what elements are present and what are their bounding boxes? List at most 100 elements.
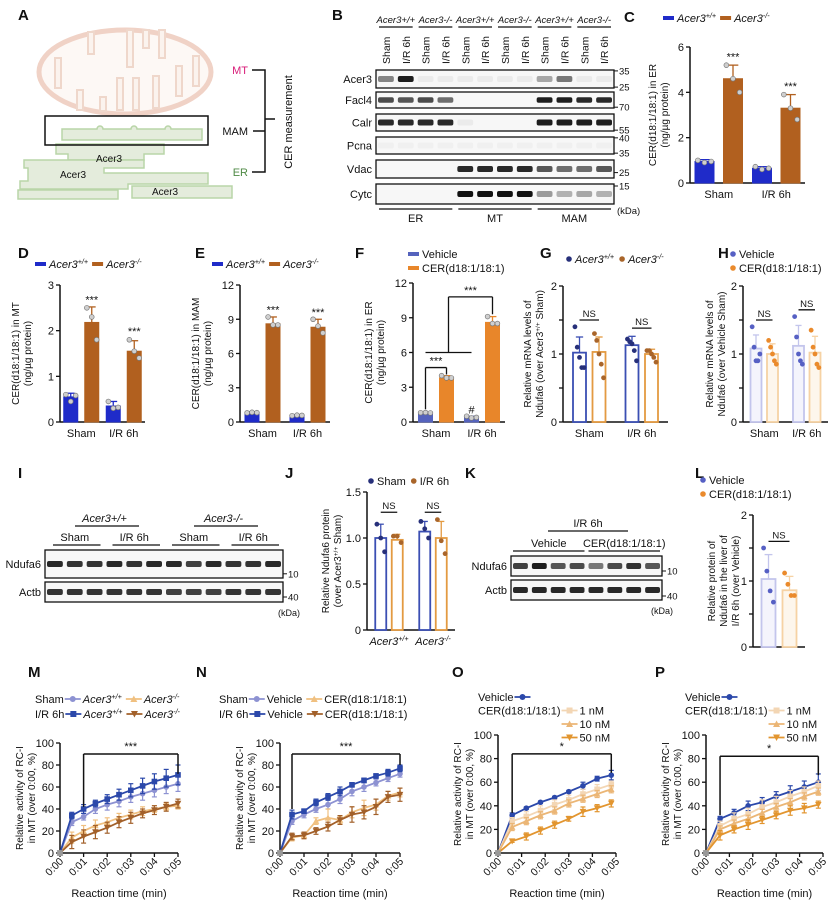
marker-square (361, 777, 367, 784)
y-tick-label: 1 (551, 349, 557, 361)
y-tick-label: 6 (678, 42, 684, 54)
x-tick-label: 0:02 (311, 856, 334, 879)
marker-square (537, 807, 544, 814)
blot-strip (510, 555, 663, 577)
fraction-label: MAM (561, 213, 587, 225)
blot-band (588, 563, 604, 569)
lane-label: Sham (500, 36, 512, 64)
data-point (653, 359, 659, 365)
data-point (723, 62, 730, 68)
significance-label: *** (124, 741, 138, 753)
blot-band (417, 76, 434, 82)
data-point (422, 526, 428, 532)
western-blot-I: Ndufa6 10 Actb 40 Acer3+/+ Acer3-/- Sham I/R 6h… (6, 513, 300, 618)
x-tick-label: 0:03 (335, 856, 358, 879)
x-tick-label: 0:01 (713, 856, 736, 879)
x-tick-label: Sham (575, 428, 604, 440)
x-tick-label: 0:03 (114, 856, 137, 879)
marker-square (385, 769, 391, 776)
legend-label: 1 nM (787, 706, 811, 718)
blot-band (497, 166, 513, 172)
marker-square (551, 801, 558, 808)
data-point (796, 351, 801, 357)
blot-band (245, 589, 262, 595)
blot-band (607, 563, 623, 569)
legend-label: Vehicle (267, 694, 302, 706)
data-point (249, 409, 255, 416)
y-axis-label: in MT (over 0:00, %) (465, 749, 476, 839)
legend-marker (700, 491, 706, 497)
data-point (757, 351, 763, 357)
bar (390, 538, 404, 631)
legend-marker (92, 262, 104, 266)
x-tick-label: 0:01 (287, 856, 310, 879)
y-tick-label: 0 (268, 848, 274, 860)
legend-prefix: Vehicle (478, 692, 513, 704)
y-tick-label: 60 (42, 782, 54, 794)
y-tick-label: 6 (228, 349, 234, 361)
significance-label: NS (800, 299, 813, 310)
legend-label: Acer3+/+ (225, 258, 265, 271)
blot-band (457, 166, 474, 172)
blot-band (516, 166, 533, 172)
marker-square (773, 799, 779, 806)
series-line (495, 769, 615, 856)
kda-marker: 40 (619, 133, 630, 144)
data-point (136, 355, 142, 361)
chart-M: 0 20 40 60 80 100 Relative activity of RC-I in … (15, 693, 184, 900)
bar (126, 350, 142, 423)
data-point (794, 334, 799, 340)
y-tick-label: 40 (480, 801, 492, 813)
bar (591, 351, 607, 423)
y-tick-label: 20 (480, 824, 492, 836)
blot-band (556, 166, 573, 172)
blot-band (569, 587, 585, 593)
y-axis-label: in MT (over 0:00, %) (247, 753, 258, 843)
y-tick-label: 3 (401, 382, 407, 394)
bar (265, 323, 281, 423)
blot-band (513, 587, 528, 593)
blot-band (516, 76, 533, 82)
marker-circle (253, 696, 260, 702)
y-axis-label: Relative activity of RC-I (15, 746, 26, 850)
data-point (770, 351, 775, 357)
blot-band (576, 191, 593, 197)
blot-band (550, 587, 566, 593)
data-point (736, 89, 743, 96)
chart-F: 0 3 6 9 12 CER(d18:1/18:1) in ER (ng/µg protei… (364, 249, 505, 440)
marker-triangle-down (815, 801, 822, 808)
marker-circle (385, 775, 391, 781)
marker-triangle-down (115, 819, 123, 826)
panel-label-N: N (196, 664, 207, 681)
data-point (254, 409, 260, 416)
series-line (702, 800, 822, 857)
blot-band (437, 97, 454, 103)
data-point (749, 324, 755, 330)
blot-band (596, 191, 612, 197)
y-tick-label: 0 (48, 417, 54, 429)
data-point (88, 314, 95, 320)
blot-band (126, 589, 143, 595)
y-tick-label: 0 (48, 848, 54, 860)
blot-band (66, 589, 83, 595)
y-tick-label: 3 (48, 280, 54, 292)
data-point (810, 344, 816, 350)
measurement-bracket (252, 69, 275, 173)
marker-triangle-down (127, 815, 135, 822)
data-point (766, 338, 772, 343)
marker-triangle-down (80, 833, 87, 840)
blot-band (607, 587, 623, 593)
legend-prefix: CER(d18:1/18:1) (478, 706, 561, 718)
y-tick-label: 9 (401, 313, 407, 325)
fraction-label: ER (408, 213, 423, 225)
blot-band (576, 143, 592, 149)
significance-label: *** (85, 294, 99, 306)
kda-marker: 15 (619, 182, 630, 193)
legend-label: Acer3-/- (105, 258, 142, 271)
blot-band (225, 561, 242, 567)
y-tick-label: 20 (42, 826, 54, 838)
data-point (310, 316, 316, 323)
data-point (244, 410, 250, 416)
legend-label: CER(d18:1/18:1) (325, 709, 408, 721)
